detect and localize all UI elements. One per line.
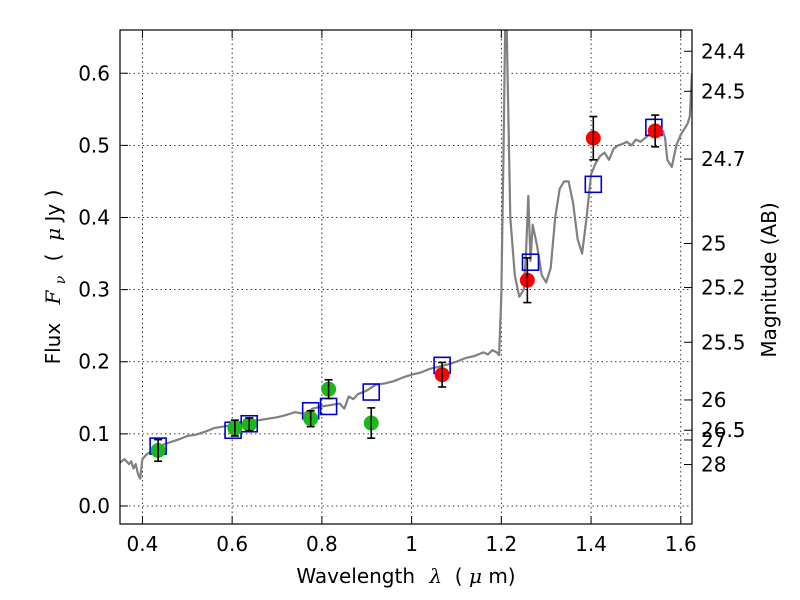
grid — [120, 30, 692, 524]
mag-tick-label: 26.5 — [701, 418, 746, 442]
y-tick-label: 0.5 — [78, 133, 110, 157]
x-axis-label-prefix: Wavelength — [296, 564, 415, 588]
x-axis-label: Wavelength λ ( μ m) — [296, 564, 515, 588]
mag-tick-label: 24.4 — [701, 39, 746, 63]
model-photometry-square — [584, 175, 603, 194]
y-axis-label-unit-mu: μ — [41, 228, 65, 241]
y-axis-label-subscript: ν — [53, 275, 69, 284]
ticks: 0.4 0.6 0.8 1 1.2 1.4 1.6 0.0 0.1 0.2 0.3 0.4 0.5 0.6… — [78, 30, 746, 556]
y2-axis-label: Magnitude (AB) — [757, 202, 781, 357]
mag-tick-label: 28 — [701, 453, 726, 477]
x-tick-label: 0.6 — [216, 532, 248, 556]
mag-tick-label: 24.5 — [701, 79, 746, 103]
y-axis-label-prefix: Flux — [41, 323, 65, 365]
mag-tick-label: 27 — [701, 428, 726, 452]
x-tick-label: 1.6 — [665, 532, 697, 556]
x-tick-label: 1.4 — [575, 532, 607, 556]
y-axis-label: Flux F ν ( μ Jy ) — [41, 190, 70, 365]
y-tick-label: 0.3 — [78, 278, 110, 302]
series-layer — [120, 30, 692, 480]
model-sed-line — [120, 30, 692, 480]
y-axis-label-unit-rest: Jy ) — [41, 190, 65, 224]
x-tick-label: 0.4 — [127, 532, 159, 556]
y-tick-label: 0.0 — [78, 494, 110, 518]
x-axis-label-symbol: λ — [428, 564, 442, 588]
plot-frame — [119, 29, 693, 525]
x-tick-label: 1.2 — [485, 532, 517, 556]
x-tick-label: 1 — [405, 532, 418, 556]
plot-background — [120, 30, 692, 524]
mag-tick-label: 25 — [701, 231, 726, 255]
mag-tick-label: 25.2 — [701, 275, 746, 299]
y-tick-label: 0.4 — [78, 206, 110, 230]
model-photometry-square — [521, 253, 540, 272]
mag-tick-label: 25.5 — [701, 330, 746, 354]
mag-tick-label: 24.7 — [701, 147, 746, 171]
x-tick-label: 0.8 — [306, 532, 338, 556]
x-axis-label-unit-open: ( — [448, 564, 462, 588]
x-axis-label-unit-mu: μ — [469, 564, 482, 588]
y-tick-label: 0.1 — [78, 422, 110, 446]
y-tick-label: 0.2 — [78, 350, 110, 374]
y-axis-label-symbol: F — [41, 289, 65, 305]
model-photometry-square — [362, 383, 381, 401]
x-axis-label-unit-rest: m) — [488, 564, 515, 588]
mag-tick-label: 26 — [701, 388, 726, 412]
y-axis-label-unit-open: ( — [41, 247, 65, 261]
y-tick-label: 0.6 — [78, 61, 110, 85]
